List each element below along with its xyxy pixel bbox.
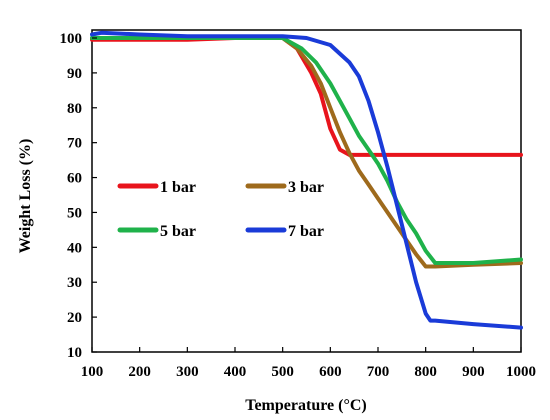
y-tick-label: 30 <box>67 275 82 291</box>
x-tick-label: 100 <box>81 364 104 380</box>
y-tick-label: 100 <box>60 31 83 47</box>
legend-label-3: 5 bar <box>160 223 196 240</box>
y-tick-label: 10 <box>67 345 82 361</box>
y-tick-label: 80 <box>67 101 82 117</box>
y-tick-label: 60 <box>67 171 82 187</box>
x-tick-label: 900 <box>462 364 485 380</box>
y-tick-label: 50 <box>67 205 82 221</box>
x-tick-label: 600 <box>319 364 342 380</box>
y-tick-label: 20 <box>67 310 82 326</box>
legend-label-4: 7 bar <box>288 223 324 240</box>
y-tick-label: 90 <box>67 66 82 82</box>
x-tick-label: 700 <box>367 364 390 380</box>
y-tick-label: 70 <box>67 136 82 152</box>
x-tick-label: 300 <box>176 364 199 380</box>
x-tick-label: 1000 <box>506 364 536 380</box>
x-tick-label: 400 <box>224 364 247 380</box>
x-tick-label: 200 <box>128 364 151 380</box>
x-axis-title: Temperature (°C) <box>245 397 366 414</box>
x-tick-label: 500 <box>271 364 294 380</box>
y-tick-label: 40 <box>67 240 82 256</box>
y-axis-title: Weight Loss (%) <box>17 139 34 254</box>
legend-label-2: 3 bar <box>288 179 324 196</box>
legend-label-1: 1 bar <box>160 179 196 196</box>
x-tick-label: 800 <box>414 364 437 380</box>
